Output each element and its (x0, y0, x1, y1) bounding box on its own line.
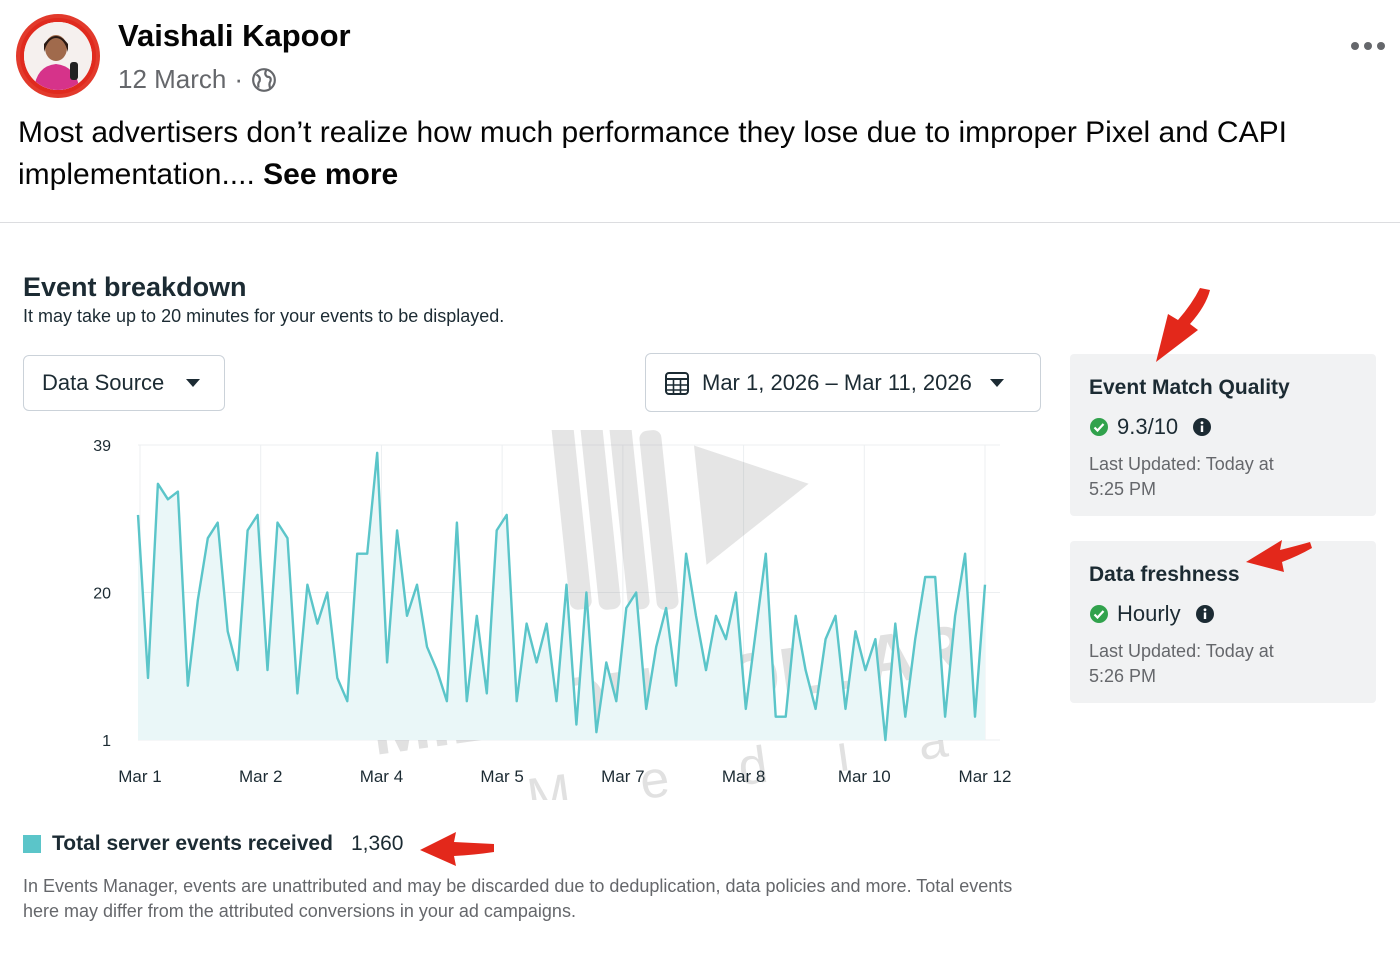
emq-value-row: 9.3/10 (1089, 414, 1357, 440)
date-range-picker[interactable]: Mar 1, 2026 – Mar 11, 2026 (645, 353, 1041, 412)
calendar-icon (665, 371, 689, 395)
freshness-value: Hourly (1117, 601, 1181, 626)
info-icon[interactable] (1192, 417, 1212, 437)
post-meta: 12 March · (118, 64, 277, 95)
legend-value: 1,360 (350, 832, 404, 855)
x-tick-label: Mar 1 (118, 767, 161, 786)
y-tick-label: 20 (93, 586, 111, 603)
event-breakdown-title: Event breakdown (23, 272, 247, 302)
x-tick-label: Mar 5 (480, 767, 523, 786)
post-text: Most advertisers don’t realize how much … (18, 112, 1388, 196)
y-tick-label: 1 (102, 733, 111, 750)
emq-title: Event Match Quality (1089, 376, 1290, 399)
event-breakdown-subtitle: It may take up to 20 minutes for your ev… (23, 306, 505, 326)
divider (0, 222, 1400, 223)
series-line (136, 451, 987, 742)
legend-label: Total server events received (52, 832, 333, 855)
post-body: Most advertisers don’t realize how much … (18, 116, 1287, 191)
annotation-arrow-icon (420, 832, 494, 866)
meta-separator: · (234, 64, 244, 94)
annotation-arrow-icon (1156, 288, 1210, 362)
chart-legend: Total server events received 1,360 (23, 832, 404, 856)
legend-swatch (23, 835, 41, 853)
date-range-label: Mar 1, 2026 – Mar 11, 2026 (702, 369, 972, 395)
post-header: Vaishali Kapoor 12 March · (16, 14, 1386, 104)
see-more-link[interactable]: See more (263, 158, 399, 191)
x-tick-label: Mar 7 (601, 767, 644, 786)
annotation-arrow-icon (1246, 540, 1312, 572)
emq-value: 9.3/10 (1117, 414, 1179, 439)
freshness-value-row: Hourly (1089, 601, 1357, 627)
y-axis-ticks: 39 20 1 (93, 438, 111, 750)
check-circle-icon (1090, 418, 1108, 436)
caret-down-icon (186, 379, 201, 387)
x-tick-label: Mar 8 (722, 767, 765, 786)
footnote: In Events Manager, events are unattribut… (23, 876, 1013, 921)
freshness-last-updated: Last Updated: Today at 5:26 PM (1089, 641, 1274, 686)
x-tick-label: Mar 2 (239, 767, 282, 786)
globe-icon (252, 67, 276, 92)
x-tick-label: Mar 10 (838, 767, 891, 786)
avatar-photo (24, 22, 92, 90)
info-icon[interactable] (1195, 604, 1215, 624)
watermark-logo-icon (546, 430, 809, 610)
author-name[interactable]: Vaishali Kapoor (118, 18, 351, 53)
x-tick-label: Mar 12 (959, 767, 1012, 786)
emq-last-updated: Last Updated: Today at 5:25 PM (1089, 454, 1274, 499)
freshness-title: Data freshness (1089, 563, 1240, 586)
event-match-quality-card: Event Match Quality 9.3/10 Last Updated:… (1070, 354, 1376, 516)
data-source-label: Data Source (42, 370, 165, 395)
caret-down-icon (989, 378, 1004, 387)
post-date[interactable]: 12 March (118, 64, 227, 94)
data-freshness-card: Data freshness Hourly Last Updated: Toda… (1070, 541, 1376, 703)
y-tick-label: 39 (93, 438, 111, 455)
data-source-dropdown[interactable]: Data Source (23, 355, 225, 411)
more-options-icon[interactable] (1350, 38, 1386, 54)
avatar[interactable] (16, 14, 100, 98)
check-circle-icon (1090, 605, 1108, 623)
x-axis-ticks: Mar 1 Mar 2 Mar 4 Mar 5 Mar 7 Mar 8 Mar 10 Mar … (118, 767, 1011, 786)
x-tick-label: Mar 4 (360, 767, 403, 786)
